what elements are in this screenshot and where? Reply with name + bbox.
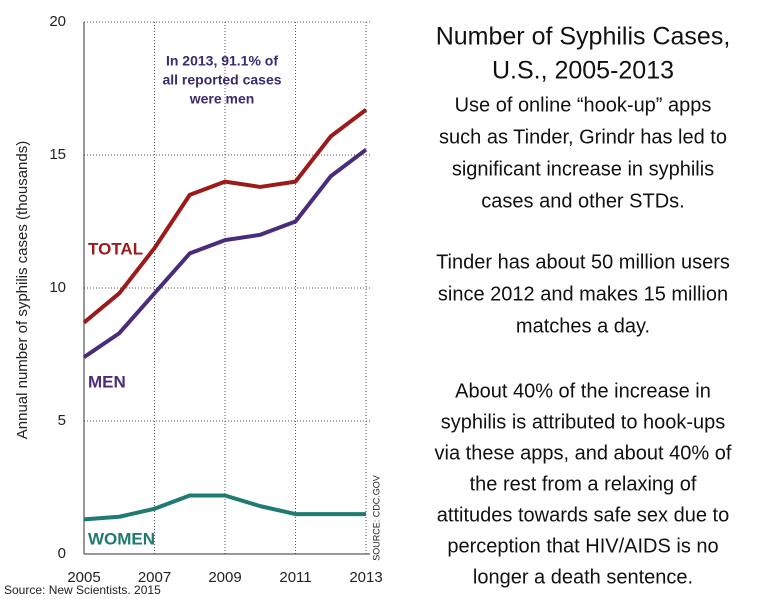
body-text: via these apps, and about 40% of (435, 442, 732, 464)
body-text: Tinder has about 50 million users (436, 251, 730, 273)
y-tick-label: 15 (49, 146, 66, 163)
body-text: perception that HIV/AIDS is no (447, 535, 718, 557)
x-tick-label: 2009 (208, 569, 241, 586)
x-tick-label: 2011 (279, 569, 311, 586)
series-label: WOMEN (88, 529, 155, 548)
body-text: longer a death sentence. (473, 566, 693, 588)
body-text: since 2012 and makes 15 million (438, 283, 728, 305)
y-tick-label: 20 (49, 13, 66, 30)
source: Source: New Scientists. 2015 (4, 583, 161, 597)
body-text: such as Tinder, Grindr has led to (439, 126, 727, 148)
y-tick-label: 5 (58, 412, 66, 429)
body-text: Use of online “hook-up” apps (455, 94, 712, 116)
y-tick-label: 10 (49, 279, 66, 296)
series-line (83, 493, 366, 522)
series-line (82, 148, 368, 359)
body-text: matches a day. (516, 315, 650, 337)
body-text: attitudes towards safe sex due to (437, 504, 729, 526)
series-line (82, 108, 368, 325)
y-tick-label: 0 (58, 545, 66, 562)
title: U.S., 2005-2013 (492, 57, 674, 85)
x-tick-label: 2007 (138, 569, 171, 586)
body-text: syphilis is attributed to hook-ups (441, 411, 726, 433)
title: Number of Syphilis Cases, (436, 23, 731, 51)
body-text: the rest from a relaxing of (470, 473, 697, 495)
body-text: significant increase in syphilis (452, 158, 714, 180)
body-text: About 40% of the increase in (455, 380, 711, 402)
series-label: MEN (88, 372, 126, 391)
series-label: TOTAL (88, 239, 143, 258)
y-axis-label: Annual number of syphilis cases (thousan… (14, 141, 31, 440)
body-text: cases and other STDs. (481, 190, 684, 212)
x-tick-label: 2013 (349, 569, 382, 586)
annotation: In 2013, 91.1% of (166, 53, 278, 69)
x-tick-label: 2005 (67, 569, 100, 586)
annotation: were men (189, 91, 255, 107)
annotation: all reported cases (162, 72, 281, 88)
source-vertical: SOURCE: CDC.GOV (371, 475, 381, 561)
